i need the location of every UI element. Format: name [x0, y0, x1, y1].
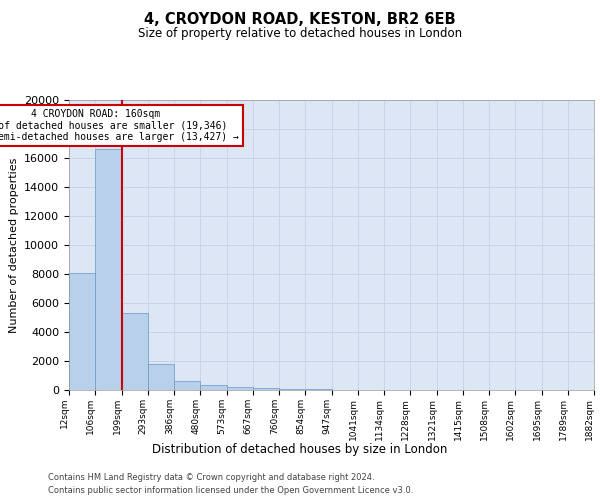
Bar: [279, 388, 305, 390]
Bar: [148, 364, 174, 390]
Y-axis label: Number of detached properties: Number of detached properties: [8, 158, 19, 332]
Text: 4, CROYDON ROAD, KESTON, BR2 6EB: 4, CROYDON ROAD, KESTON, BR2 6EB: [144, 12, 456, 28]
Bar: [227, 388, 253, 390]
Bar: [95, 150, 121, 390]
Bar: [174, 380, 200, 390]
Text: Distribution of detached houses by size in London: Distribution of detached houses by size …: [152, 442, 448, 456]
Text: Contains HM Land Registry data © Crown copyright and database right 2024.: Contains HM Land Registry data © Crown c…: [48, 472, 374, 482]
Bar: [121, 313, 148, 390]
Text: 4 CROYDON ROAD: 160sqm
← 59% of detached houses are smaller (19,346)
41% of semi: 4 CROYDON ROAD: 160sqm ← 59% of detached…: [0, 108, 239, 142]
Text: Size of property relative to detached houses in London: Size of property relative to detached ho…: [138, 28, 462, 40]
Text: Contains public sector information licensed under the Open Government Licence v3: Contains public sector information licen…: [48, 486, 413, 495]
Bar: [253, 388, 279, 390]
Bar: [200, 386, 227, 390]
Bar: [69, 272, 95, 390]
